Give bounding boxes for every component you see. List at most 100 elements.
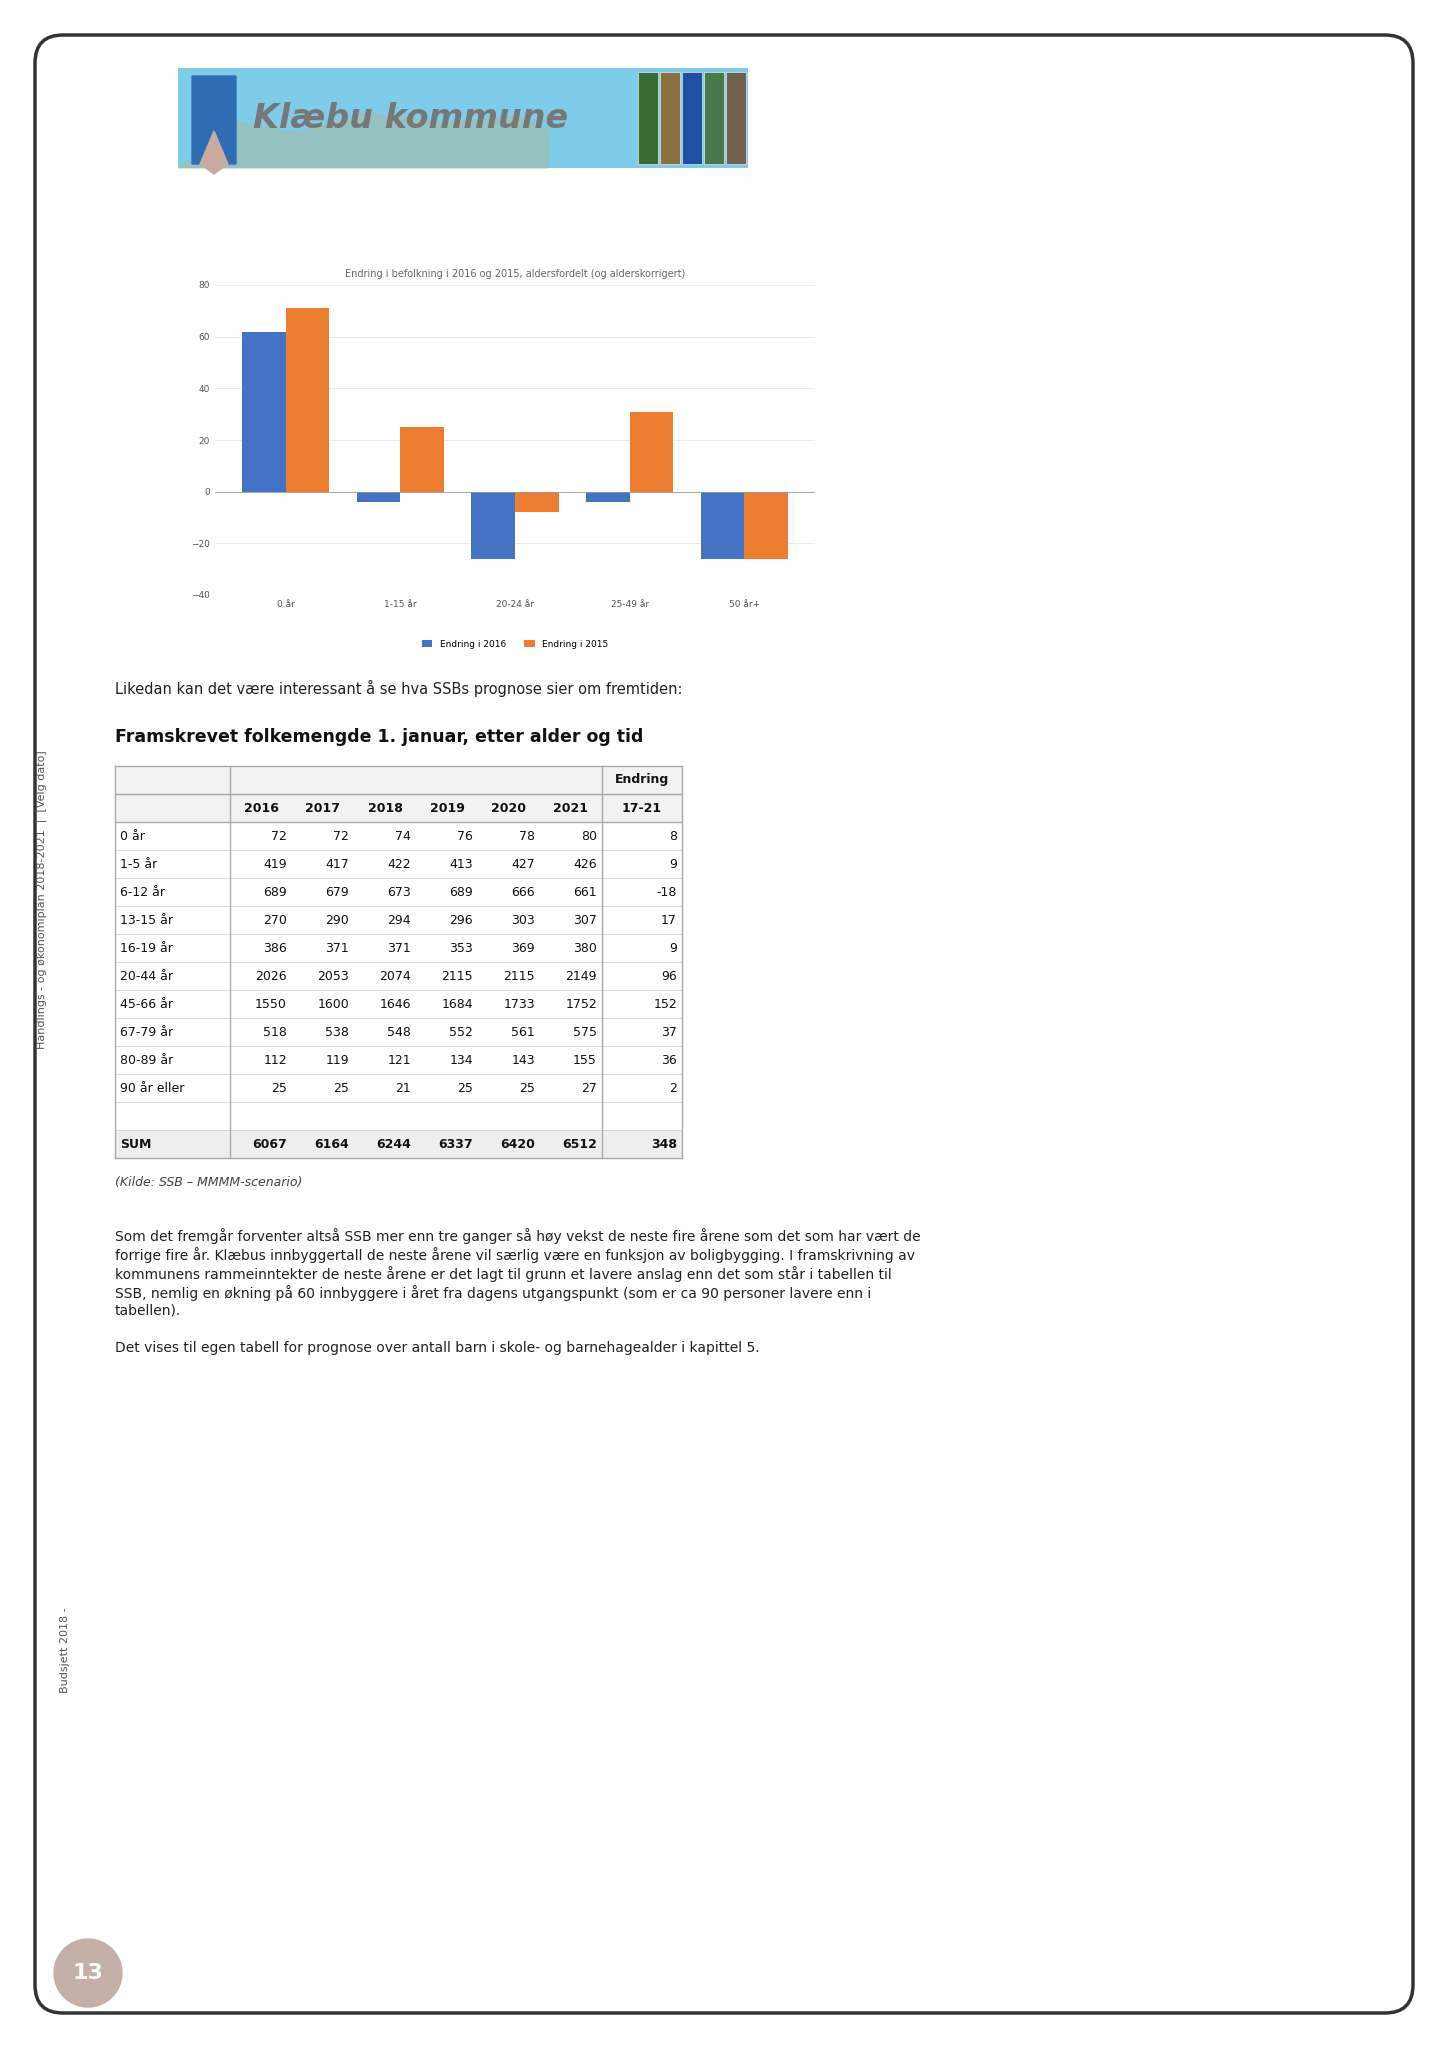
Text: 2053: 2053 — [317, 969, 349, 983]
Polygon shape — [178, 113, 547, 168]
Text: 1550: 1550 — [255, 997, 287, 1010]
Text: 2018: 2018 — [368, 801, 403, 815]
Bar — [114, 1102, 682, 1130]
Bar — [639, 72, 657, 164]
Text: 76: 76 — [458, 829, 473, 842]
Text: 16-19 år: 16-19 år — [120, 942, 172, 954]
Text: SSB, nemlig en økning på 60 innbyggere i året fra dagens utgangspunkt (som er ca: SSB, nemlig en økning på 60 innbyggere i… — [114, 1284, 872, 1300]
Text: 307: 307 — [573, 913, 597, 926]
Text: 575: 575 — [573, 1026, 597, 1038]
Text: 679: 679 — [326, 885, 349, 899]
Bar — [114, 850, 682, 879]
Text: 8: 8 — [669, 829, 678, 842]
Text: Som det fremgår forventer altså SSB mer enn tre ganger så høy vekst de neste fir: Som det fremgår forventer altså SSB mer … — [114, 1229, 921, 1243]
Text: SUM: SUM — [120, 1137, 152, 1151]
Text: 25: 25 — [520, 1081, 534, 1094]
Bar — [725, 72, 746, 164]
Text: Budsjett 2018 -: Budsjett 2018 - — [59, 1608, 70, 1694]
Text: 2020: 2020 — [491, 801, 527, 815]
Text: 673: 673 — [387, 885, 411, 899]
Text: 1733: 1733 — [504, 997, 534, 1010]
Text: 2115: 2115 — [504, 969, 534, 983]
Text: 419: 419 — [264, 858, 287, 870]
Bar — [114, 1018, 682, 1047]
Text: 121: 121 — [388, 1053, 411, 1067]
Text: 134: 134 — [449, 1053, 473, 1067]
Text: 21: 21 — [395, 1081, 411, 1094]
Text: 6-12 år: 6-12 år — [120, 885, 165, 899]
Bar — [114, 934, 682, 963]
Text: 422: 422 — [388, 858, 411, 870]
Text: 143: 143 — [511, 1053, 534, 1067]
Text: 294: 294 — [388, 913, 411, 926]
Bar — [744, 492, 788, 559]
Text: Endring: Endring — [615, 774, 669, 786]
Text: 6512: 6512 — [562, 1137, 597, 1151]
Bar — [401, 428, 445, 492]
Text: 689: 689 — [264, 885, 287, 899]
Text: Handlings - og økonomiplan 2018-2021  |  [Velg dato]: Handlings - og økonomiplan 2018-2021 | [… — [36, 752, 48, 1049]
Text: 417: 417 — [326, 858, 349, 870]
Text: 2074: 2074 — [379, 969, 411, 983]
Text: 2: 2 — [669, 1081, 678, 1094]
Bar — [704, 72, 724, 164]
Text: 353: 353 — [449, 942, 473, 954]
Text: 72: 72 — [271, 829, 287, 842]
Text: 67-79 år: 67-79 år — [120, 1026, 174, 1038]
Text: 548: 548 — [387, 1026, 411, 1038]
Text: (Kilde: SSB – MMMM-scenario): (Kilde: SSB – MMMM-scenario) — [114, 1176, 303, 1190]
Text: 1646: 1646 — [379, 997, 411, 1010]
Text: 6164: 6164 — [314, 1137, 349, 1151]
Text: 9: 9 — [669, 942, 678, 954]
Text: 13: 13 — [72, 1962, 103, 1982]
Bar — [682, 72, 702, 164]
Text: 661: 661 — [573, 885, 597, 899]
Text: 1684: 1684 — [442, 997, 473, 1010]
Text: -18: -18 — [656, 885, 678, 899]
Bar — [114, 963, 682, 989]
Text: 348: 348 — [652, 1137, 678, 1151]
Text: 25: 25 — [271, 1081, 287, 1094]
Text: 296: 296 — [449, 913, 473, 926]
Text: 13-15 år: 13-15 år — [120, 913, 172, 926]
FancyBboxPatch shape — [35, 35, 1413, 2013]
Text: 2017: 2017 — [306, 801, 340, 815]
Text: 119: 119 — [326, 1053, 349, 1067]
Bar — [114, 1130, 682, 1157]
Text: 2115: 2115 — [442, 969, 473, 983]
Text: 427: 427 — [511, 858, 534, 870]
Text: 2016: 2016 — [243, 801, 278, 815]
Text: 2019: 2019 — [430, 801, 465, 815]
Text: 20-44 år: 20-44 år — [120, 969, 172, 983]
Text: 37: 37 — [662, 1026, 678, 1038]
Text: 27: 27 — [581, 1081, 597, 1094]
Bar — [114, 989, 682, 1018]
Polygon shape — [193, 76, 214, 164]
Bar — [114, 1073, 682, 1102]
Text: 36: 36 — [662, 1053, 678, 1067]
Text: 689: 689 — [449, 885, 473, 899]
Text: 152: 152 — [653, 997, 678, 1010]
Bar — [701, 492, 744, 559]
Bar — [114, 879, 682, 905]
Text: 303: 303 — [511, 913, 534, 926]
Bar — [472, 492, 515, 559]
Legend: Endring i 2016, Endring i 2015: Endring i 2016, Endring i 2015 — [418, 637, 613, 653]
Text: 80: 80 — [581, 829, 597, 842]
Text: 552: 552 — [449, 1026, 473, 1038]
Text: 518: 518 — [264, 1026, 287, 1038]
Bar — [114, 821, 682, 850]
Text: Framskrevet folkemengde 1. januar, etter alder og tid: Framskrevet folkemengde 1. januar, etter… — [114, 727, 643, 745]
Text: 96: 96 — [662, 969, 678, 983]
Text: kommunens rammeinntekter de neste årene er det lagt til grunn et lavere anslag e: kommunens rammeinntekter de neste årene … — [114, 1266, 892, 1282]
Bar — [586, 492, 630, 502]
Text: 74: 74 — [395, 829, 411, 842]
Text: 6420: 6420 — [500, 1137, 534, 1151]
Polygon shape — [200, 131, 227, 174]
Text: 0 år: 0 år — [120, 829, 145, 842]
Text: 371: 371 — [326, 942, 349, 954]
Text: 371: 371 — [387, 942, 411, 954]
Text: Det vises til egen tabell for prognose over antall barn i skole- og barnehageald: Det vises til egen tabell for prognose o… — [114, 1341, 760, 1356]
Bar — [660, 72, 681, 164]
Bar — [178, 68, 749, 168]
